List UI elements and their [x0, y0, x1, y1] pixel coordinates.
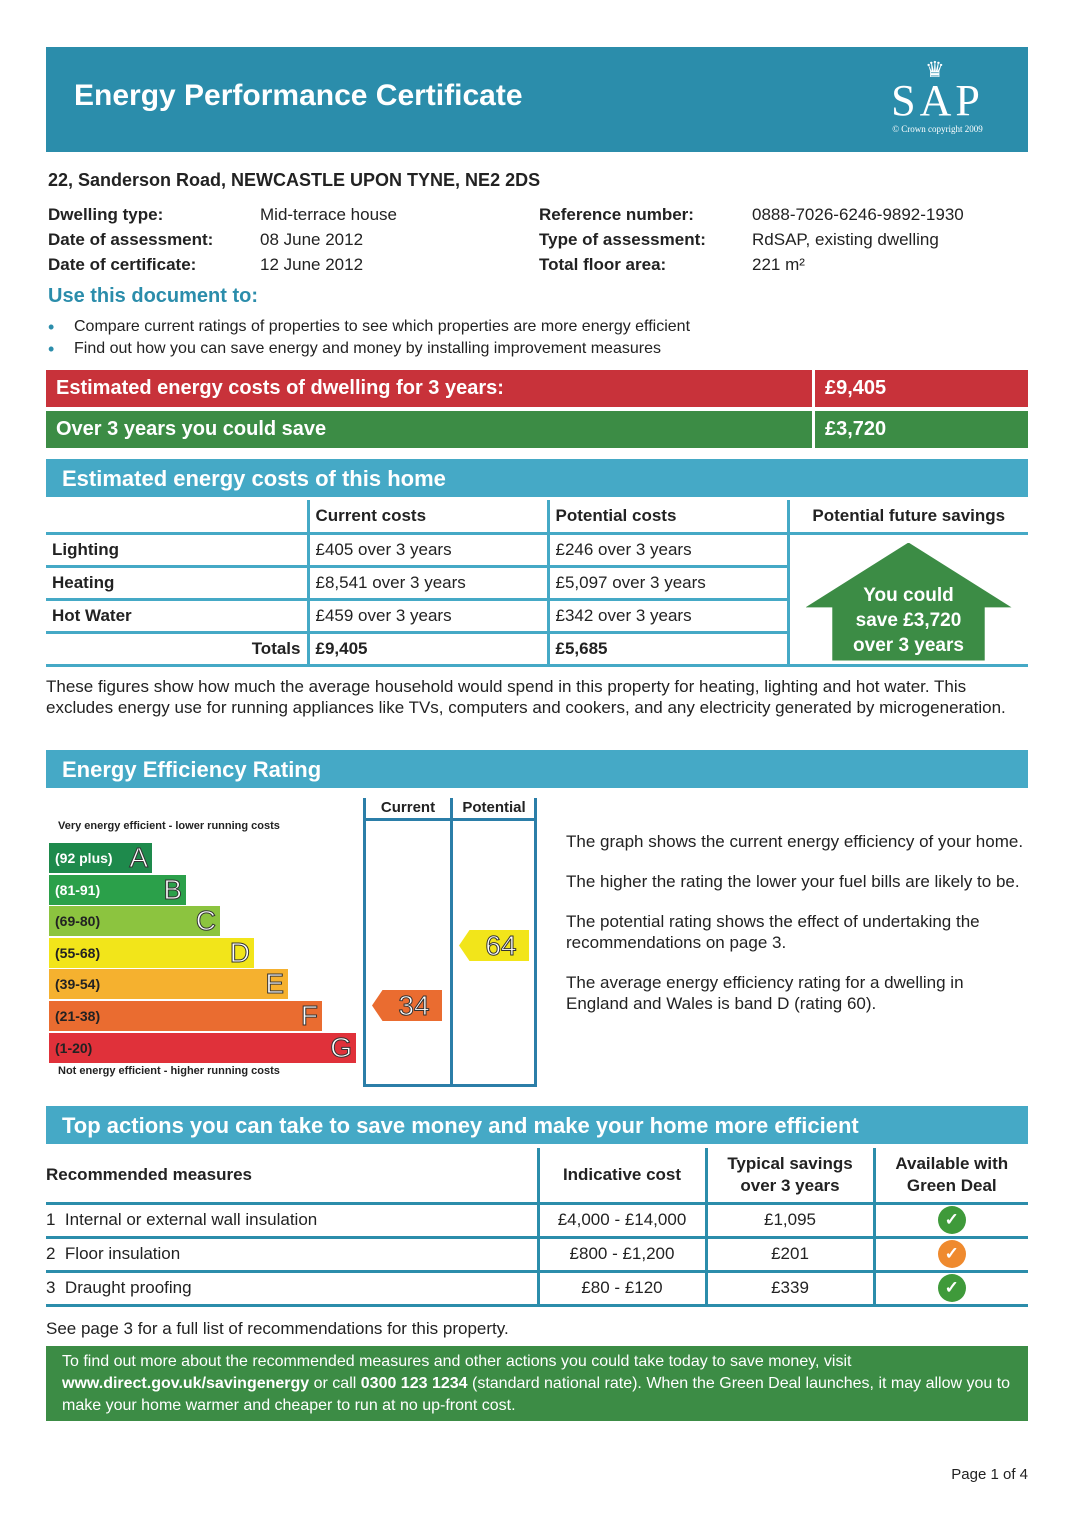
- save-bar: Over 3 years you could save £3,720: [46, 411, 1028, 448]
- info-footer: To find out more about the recommended m…: [46, 1346, 1028, 1421]
- orange-check-icon: ✓: [937, 1240, 966, 1268]
- totals-row: Totals £9,405 £5,685: [46, 632, 1028, 667]
- rating-chart: Very energy efficient - lower running co…: [49, 798, 537, 1087]
- page-number: Page 1 of 4: [951, 1466, 1028, 1483]
- band-f: (21-38) F: [49, 1000, 322, 1032]
- green-check-icon: ✓: [937, 1206, 966, 1234]
- use-list: Compare current ratings of properties to…: [48, 316, 690, 360]
- band-range: (69-80): [55, 913, 101, 930]
- details-left: Dwelling type: Mid-terrace house Date of …: [48, 205, 398, 274]
- address: 22, Sanderson Road, NEWCASTLE UPON TYNE,…: [48, 170, 541, 190]
- table-row: 2 Floor insulation £800 - £1,200 £201 ✓: [46, 1237, 1028, 1273]
- crown-icon: ♛: [925, 57, 945, 82]
- band-range: (39-54): [55, 976, 101, 993]
- band-letter: C: [195, 905, 216, 937]
- costs-table: Current costs Potential costs Potential …: [46, 500, 1028, 667]
- table-row: 3 Draught proofing £80 - £120 £339 ✓: [46, 1271, 1028, 1307]
- potential-column: [450, 798, 537, 1087]
- page-title: Energy Performance Certificate: [74, 79, 523, 112]
- actions-title: Top actions you can take to save money a…: [46, 1106, 1028, 1144]
- band-letter: G: [330, 1031, 353, 1063]
- band-g: (1-20) G: [49, 1031, 356, 1063]
- band-range: (21-38): [55, 1008, 101, 1024]
- rating-desc: The graph shows the current energy effic…: [566, 832, 1024, 1013]
- cost-bar: Estimated energy costs of dwelling for 3…: [46, 370, 1028, 407]
- savingenergy-link[interactable]: www.direct.gov.uk/savingenergy: [62, 1375, 310, 1392]
- current-rating-arrow: 34: [372, 990, 442, 1021]
- savings-cell: You could save £3,720 over 3 years: [786, 533, 1028, 667]
- band-letter: D: [229, 936, 250, 968]
- current-column: [363, 798, 453, 1087]
- see-page-note: See page 3 for a full list of recommenda…: [46, 1319, 509, 1338]
- use-title: Use this document to:: [48, 285, 259, 307]
- band-range: (92 plus): [55, 850, 113, 866]
- sap-logo: ♛ SAP © Crown copyright 2009: [891, 57, 984, 134]
- band-letter: F: [300, 1000, 318, 1032]
- actions-table: Recommended measures Indicative cost Typ…: [46, 1148, 1028, 1307]
- costs-title: Estimated energy costs of this home: [46, 459, 1028, 497]
- rating-title: Energy Efficiency Rating: [46, 750, 1028, 788]
- band-range: (1-20): [55, 1039, 93, 1056]
- potential-rating-arrow: 64: [459, 930, 529, 961]
- band-d: (55-68) D: [49, 936, 254, 968]
- band-letter: B: [163, 873, 183, 905]
- band-e: (39-54) E: [49, 968, 288, 1000]
- band-a: (92 plus) A: [49, 842, 152, 874]
- costs-note: These figures show how much the average …: [46, 677, 1006, 717]
- band-range: (81-91): [55, 881, 101, 898]
- header-banner: Energy Performance Certificate ♛ SAP © C…: [46, 47, 1028, 152]
- band-range: (55-68): [55, 944, 101, 961]
- green-check-icon: ✓: [937, 1274, 966, 1302]
- list-item: Compare current ratings of properties to…: [48, 316, 690, 338]
- band-letter: A: [129, 842, 149, 874]
- band-letter: E: [265, 968, 285, 1000]
- table-row: Hot Water £459 over 3 years £342 over 3 ye…: [46, 599, 1028, 634]
- band-c: (69-80) C: [49, 905, 220, 937]
- table-row: Heating £8,541 over 3 years £5,097 over 3 …: [46, 566, 1028, 601]
- table-row: 1 Internal or external wall insulation £4…: [46, 1203, 1028, 1239]
- table-row: Lighting £405 over 3 years £246 over 3 yea…: [46, 533, 1028, 667]
- details-right: Reference number: 0888-7026-6246-9892-193…: [539, 205, 964, 274]
- list-item: Find out how you can save energy and mon…: [48, 338, 690, 360]
- band-b: (81-91) B: [49, 873, 186, 905]
